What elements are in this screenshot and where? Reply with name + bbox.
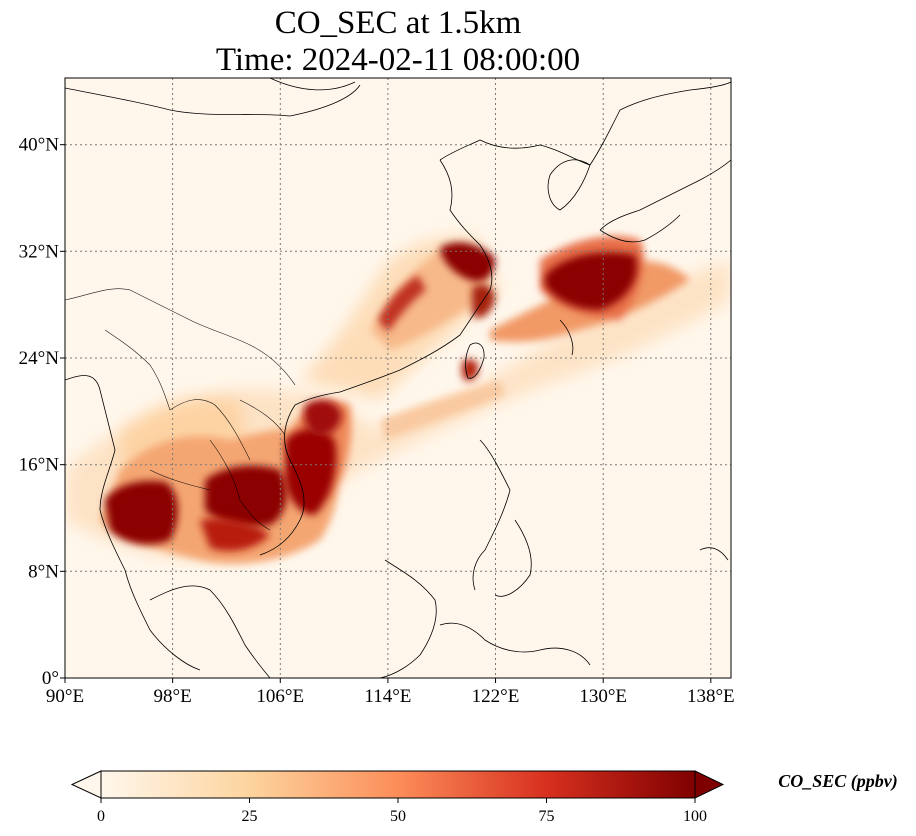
- coastlines: [65, 78, 731, 678]
- colorbar-tick-labels: 0 25 50 75 100: [97, 798, 707, 825]
- lat-tick-label: 32°N: [19, 241, 60, 262]
- colorbar-tick-label: 0: [97, 808, 105, 825]
- map-panel: [65, 78, 731, 678]
- map-title-line1: CO_SEC at 1.5km: [274, 5, 522, 41]
- lat-tick-label: 0°: [42, 668, 59, 689]
- lon-tick-label: 122°E: [472, 686, 520, 707]
- lon-tick-label: 138°E: [687, 686, 735, 707]
- colorbar-label: CO_SEC (ppbv): [778, 771, 898, 792]
- map-gridlines: [65, 78, 731, 678]
- lon-tick-label: 98°E: [154, 686, 192, 707]
- colorbar: 0 25 50 75 100 CO_SEC (ppbv): [70, 770, 898, 825]
- colorbar-extend-max: [694, 770, 725, 799]
- colorbar-tick-label: 50: [390, 808, 406, 825]
- co-field-hotspots: [105, 242, 637, 552]
- map-title-line2: Time: 2024-02-11 08:00:00: [215, 42, 581, 78]
- latitude-tick-labels: 0° 8°N 16°N 24°N 32°N 40°N: [19, 135, 65, 689]
- colorbar-tick-label: 75: [539, 808, 555, 825]
- country-borders: [65, 288, 296, 531]
- lon-tick-label: 106°E: [256, 686, 304, 707]
- lat-tick-label: 24°N: [19, 348, 60, 369]
- lon-tick-label: 114°E: [364, 686, 411, 707]
- lat-tick-label: 8°N: [28, 561, 59, 582]
- lat-tick-label: 40°N: [19, 135, 60, 156]
- colorbar-gradient: [101, 771, 695, 798]
- colorbar-extend-min: [70, 770, 102, 799]
- lon-tick-label: 130°E: [579, 686, 627, 707]
- map-frame: [64, 77, 732, 679]
- longitude-tick-labels: 90°E 98°E 106°E 114°E 122°E 130°E 138°E: [46, 678, 735, 707]
- lon-tick-label: 90°E: [46, 686, 84, 707]
- lat-tick-label: 16°N: [19, 455, 60, 476]
- colorbar-tick-label: 25: [242, 808, 258, 825]
- colorbar-tick-label: 100: [683, 808, 707, 825]
